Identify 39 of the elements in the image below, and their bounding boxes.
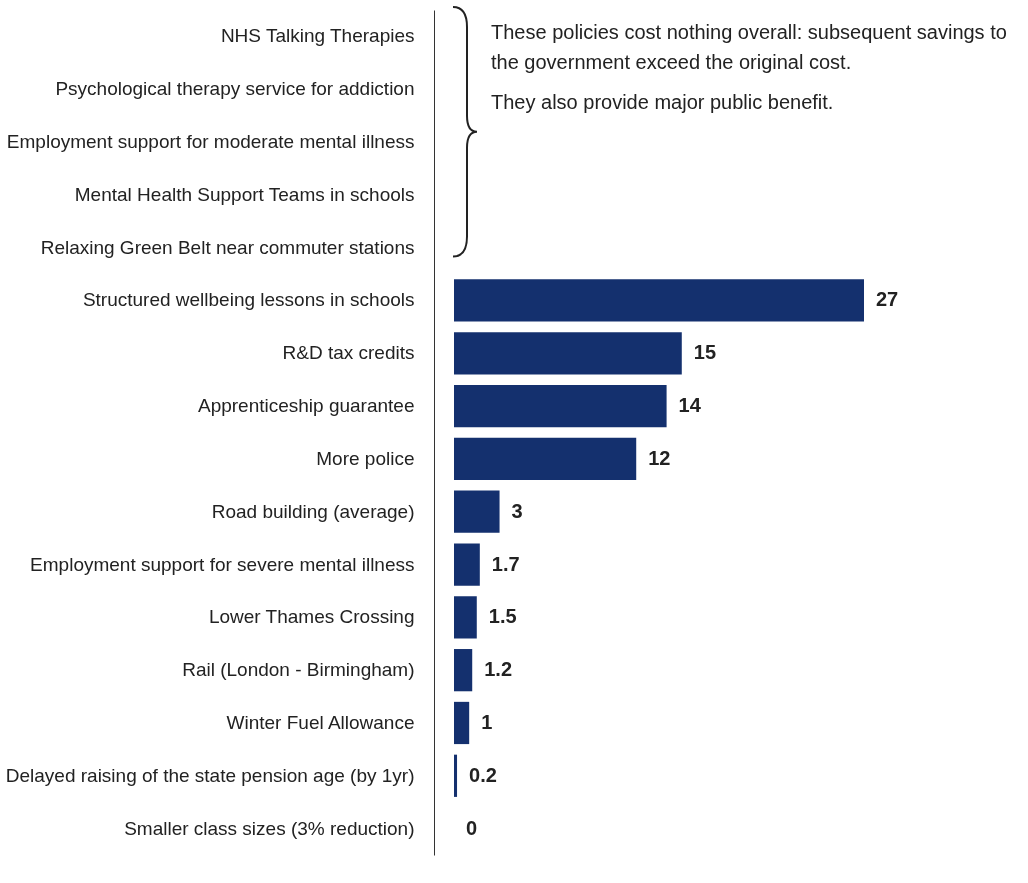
y-tick-label: NHS Talking Therapies (220, 25, 415, 47)
annotation: They also provide major public benefit. (491, 90, 835, 116)
bar (454, 596, 477, 639)
y-tick-label: Employment support for moderate mental illness (6, 131, 415, 153)
data-label: 1 (481, 710, 493, 733)
data-label: 0.2 (469, 763, 497, 786)
bar (454, 437, 637, 481)
bar (454, 279, 864, 322)
bar (454, 384, 667, 428)
y-tick-label: Road building (average) (211, 500, 415, 522)
bar (454, 649, 473, 692)
data-label: 12 (648, 446, 671, 469)
y-tick-label: More police (316, 447, 415, 469)
y-tick-label: Smaller class sizes (3% reduction) (124, 817, 415, 839)
y-tick-label: Psychological therapy service for addiction (55, 78, 415, 100)
bar (454, 754, 458, 797)
bar (454, 543, 480, 586)
y-tick-label: Rail (London - Birmingham) (182, 659, 415, 681)
data-label: 3 (511, 499, 523, 522)
bar (454, 490, 500, 533)
data-label: 1.7 (491, 552, 520, 575)
y-tick-label: Apprenticeship guarantee (197, 395, 415, 417)
bar (454, 701, 470, 745)
y-tick-label: Delayed raising of the state pension age (by 1yr) (5, 764, 415, 786)
y-tick-label: Relaxing Green Belt near commuter stations (40, 236, 415, 258)
y-tick-label: Employment support for severe mental illness (30, 553, 415, 575)
y-tick-label: R&D tax credits (282, 342, 415, 364)
y-tick-label: Mental Health Support Teams in schools (74, 183, 415, 205)
data-label: 1.2 (484, 658, 513, 681)
data-label: 14 (678, 394, 702, 417)
y-tick-label: Winter Fuel Allowance (226, 711, 415, 733)
data-label: 0 (466, 816, 478, 839)
y-tick-label: Structured wellbeing lessons in schools (82, 289, 415, 311)
bar (454, 332, 682, 375)
data-label: 15 (693, 341, 717, 364)
annotation: These policies cost nothing overall: subsequent savings to the government exceed the original cost. (491, 20, 1008, 76)
data-label: 27 (876, 288, 899, 311)
y-tick-label: Lower Thames Crossing (208, 606, 415, 628)
data-label: 1.5 (488, 605, 517, 628)
